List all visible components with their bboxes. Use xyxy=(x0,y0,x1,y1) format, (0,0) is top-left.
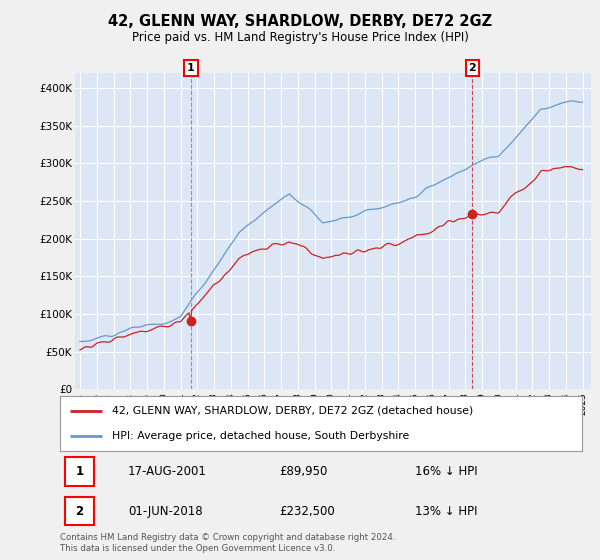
FancyBboxPatch shape xyxy=(65,497,94,525)
Text: £232,500: £232,500 xyxy=(279,505,335,517)
Text: 2: 2 xyxy=(76,505,83,517)
Text: Contains HM Land Registry data © Crown copyright and database right 2024.
This d: Contains HM Land Registry data © Crown c… xyxy=(60,533,395,553)
Text: 1: 1 xyxy=(187,63,195,73)
Text: 16% ↓ HPI: 16% ↓ HPI xyxy=(415,465,478,478)
Text: 42, GLENN WAY, SHARDLOW, DERBY, DE72 2GZ (detached house): 42, GLENN WAY, SHARDLOW, DERBY, DE72 2GZ… xyxy=(112,406,473,416)
Text: Price paid vs. HM Land Registry's House Price Index (HPI): Price paid vs. HM Land Registry's House … xyxy=(131,31,469,44)
Text: 17-AUG-2001: 17-AUG-2001 xyxy=(128,465,207,478)
FancyBboxPatch shape xyxy=(65,458,94,486)
Text: HPI: Average price, detached house, South Derbyshire: HPI: Average price, detached house, Sout… xyxy=(112,431,409,441)
Text: 42, GLENN WAY, SHARDLOW, DERBY, DE72 2GZ: 42, GLENN WAY, SHARDLOW, DERBY, DE72 2GZ xyxy=(108,14,492,29)
Text: 1: 1 xyxy=(76,465,83,478)
Text: 13% ↓ HPI: 13% ↓ HPI xyxy=(415,505,478,517)
Text: 01-JUN-2018: 01-JUN-2018 xyxy=(128,505,202,517)
Text: 2: 2 xyxy=(469,63,476,73)
Text: £89,950: £89,950 xyxy=(279,465,328,478)
